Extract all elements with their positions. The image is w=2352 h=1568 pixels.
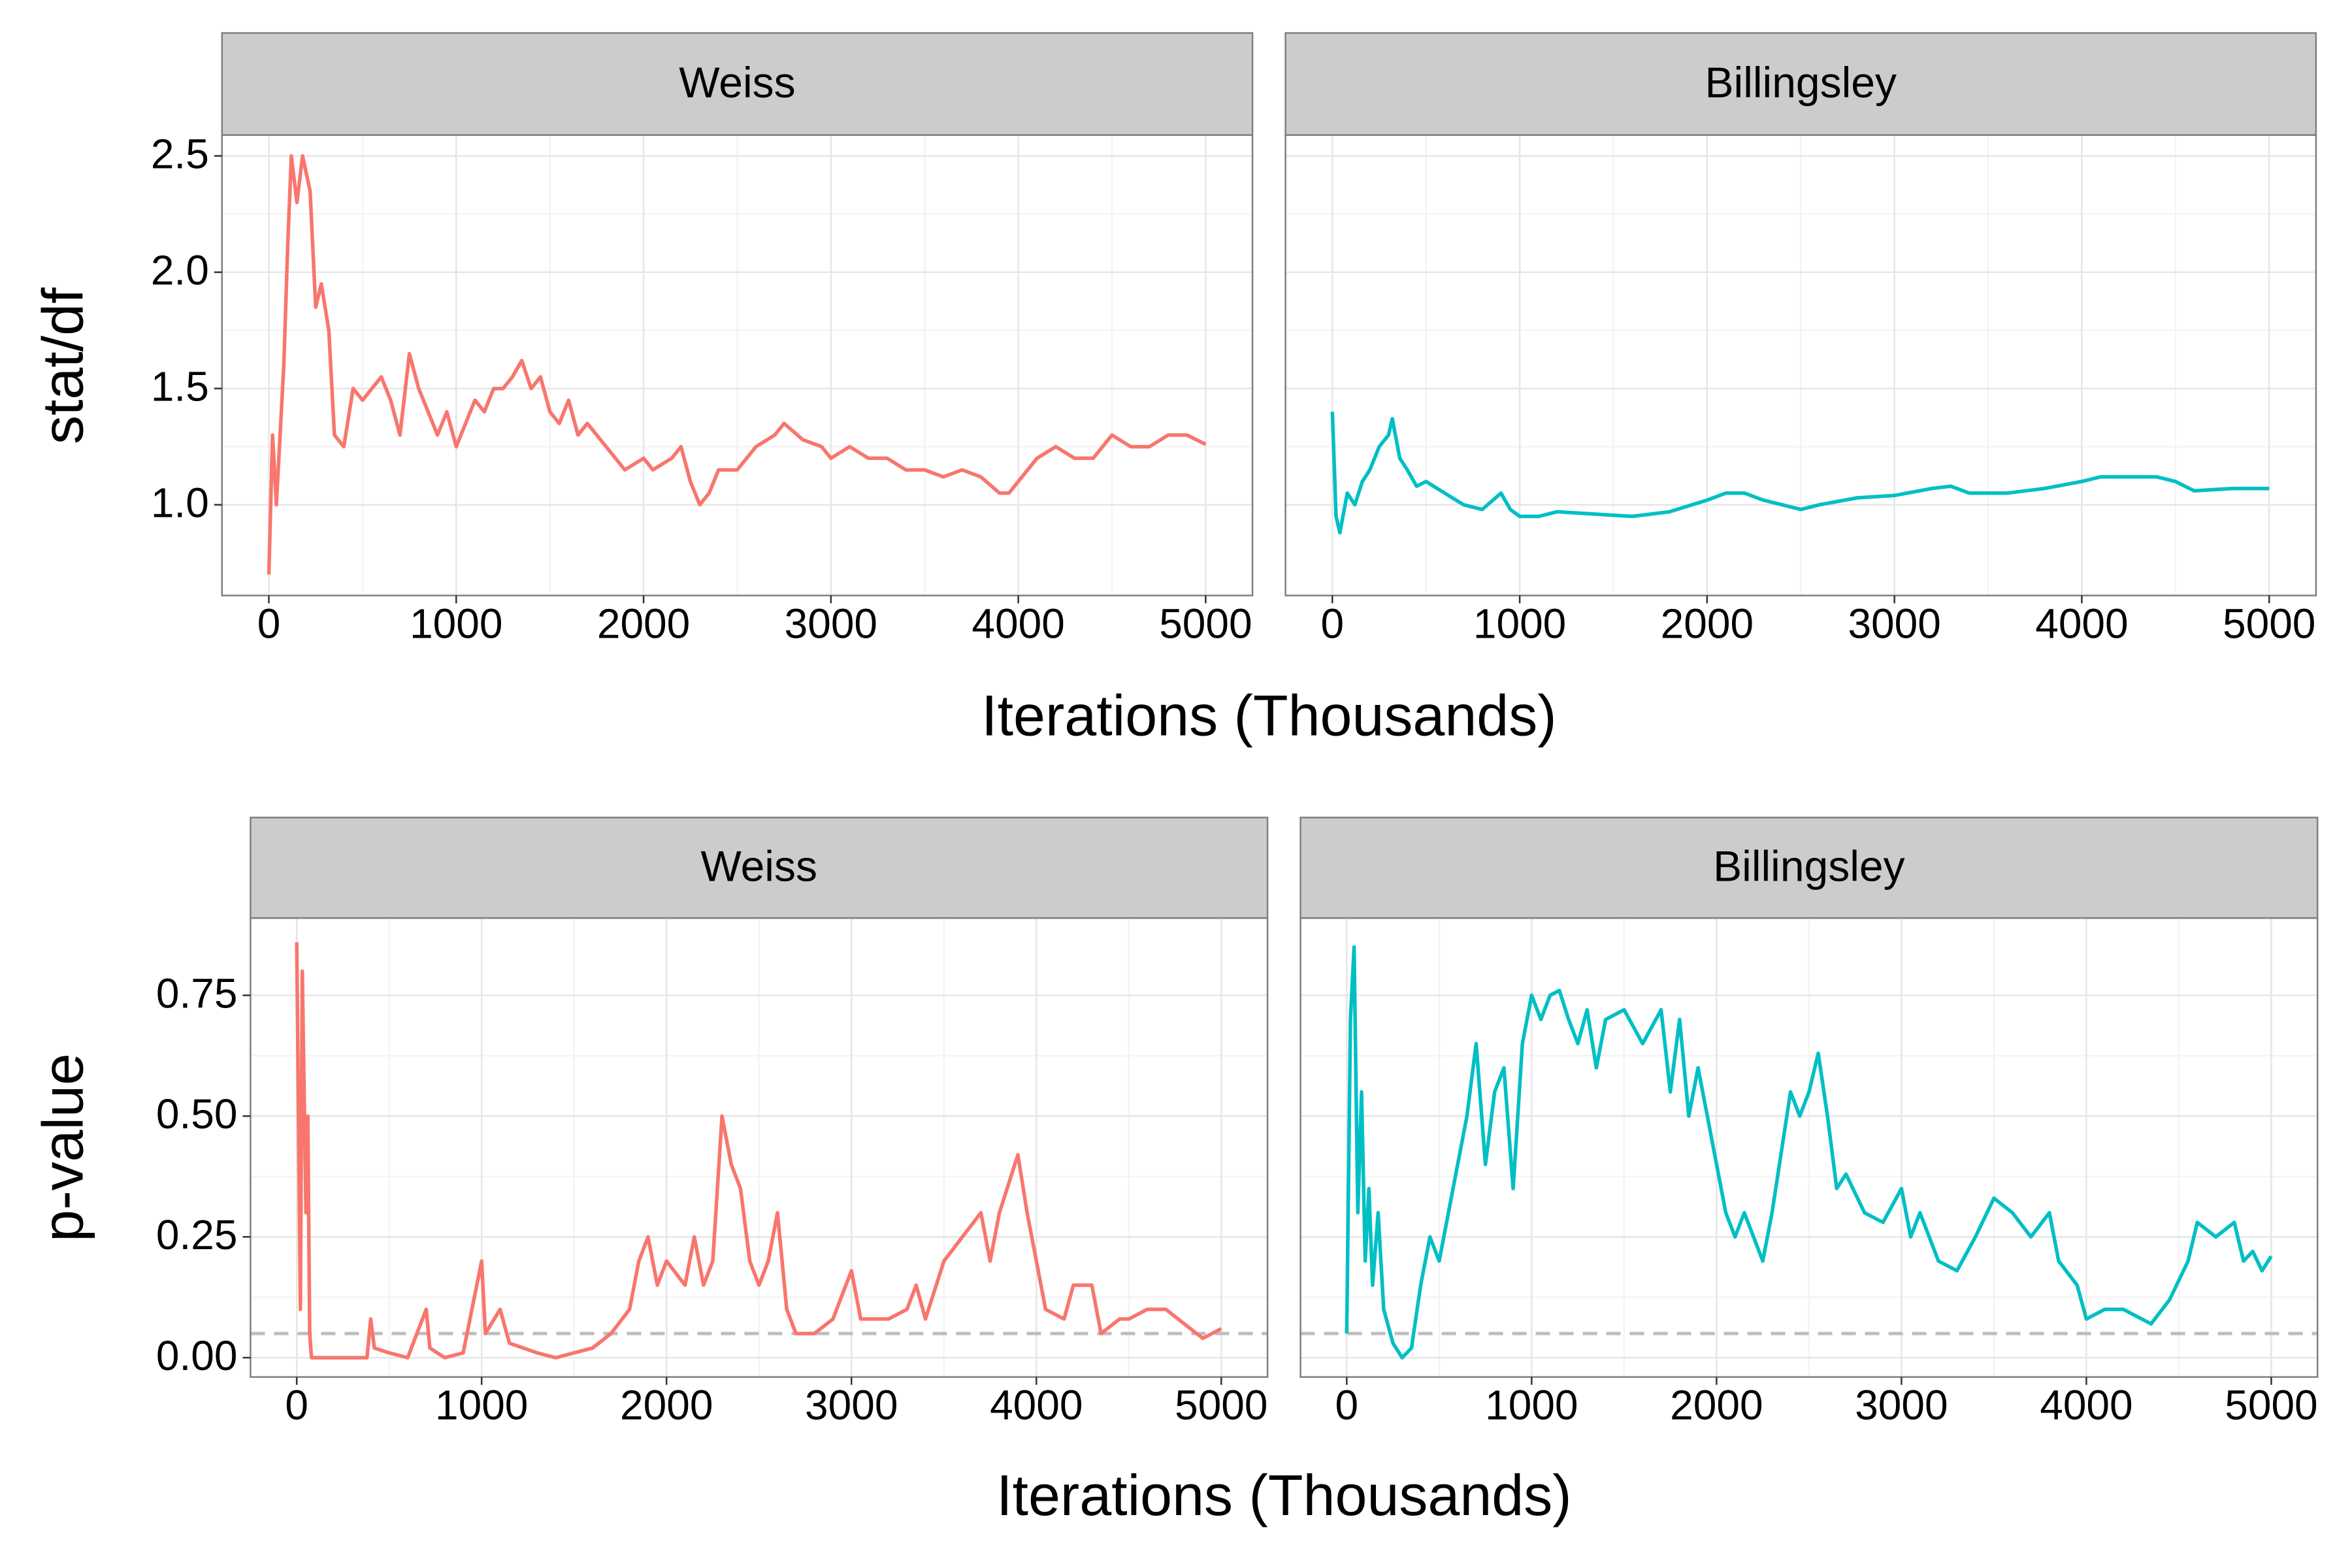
facet-strip bbox=[250, 817, 1269, 919]
x-axis-title: Iterations (Thousands) bbox=[996, 1463, 1571, 1527]
y-tick-label: 0.00 bbox=[156, 1332, 238, 1379]
x-tick-label: 5000 bbox=[2223, 600, 2315, 647]
x-tick-label: 0 bbox=[257, 600, 281, 647]
facet-label: Billingsley bbox=[1713, 842, 1904, 890]
y-tick-label: 1.0 bbox=[151, 480, 209, 527]
y-tick-label: 2.0 bbox=[151, 247, 209, 294]
x-tick-label: 1000 bbox=[435, 1382, 528, 1429]
facet-label: Weiss bbox=[700, 842, 817, 890]
x-tick-label: 3000 bbox=[1855, 1382, 1948, 1429]
x-tick-label: 2000 bbox=[597, 600, 690, 647]
y-axis-title: p-value bbox=[31, 1053, 95, 1242]
x-tick-label: 2000 bbox=[1661, 600, 1754, 647]
x-tick-label: 3000 bbox=[1848, 600, 1940, 647]
data-line bbox=[295, 942, 1222, 1360]
x-axis-title: Iterations (Thousands) bbox=[981, 683, 1556, 747]
x-tick-label: 4000 bbox=[990, 1382, 1083, 1429]
x-tick-label: 1000 bbox=[410, 600, 502, 647]
y-tick-label: 2.5 bbox=[151, 131, 209, 178]
x-tick-label: 4000 bbox=[972, 600, 1064, 647]
x-tick-label: 5000 bbox=[2225, 1382, 2317, 1429]
data-line bbox=[1330, 412, 2270, 535]
facet-strip bbox=[1299, 817, 2319, 919]
data-line bbox=[267, 154, 1207, 575]
facet-strip bbox=[221, 32, 1254, 136]
facet-strip bbox=[1284, 32, 2317, 136]
x-tick-label: 5000 bbox=[1175, 1382, 1267, 1429]
x-tick-label: 0 bbox=[285, 1382, 308, 1429]
x-tick-label: 1000 bbox=[1485, 1382, 1578, 1429]
x-tick-label: 1000 bbox=[1473, 600, 1566, 647]
data-line bbox=[1345, 945, 2273, 1360]
y-axis-title: stat/df bbox=[31, 287, 95, 444]
y-tick-label: 0.50 bbox=[156, 1090, 238, 1137]
x-tick-label: 0 bbox=[1335, 1382, 1359, 1429]
x-tick-label: 3000 bbox=[785, 600, 877, 647]
facet-label: Billingsley bbox=[1705, 58, 1897, 106]
x-tick-label: 4000 bbox=[2035, 600, 2128, 647]
x-tick-label: 5000 bbox=[1159, 600, 1252, 647]
y-tick-label: 0.75 bbox=[156, 970, 238, 1017]
x-tick-label: 3000 bbox=[805, 1382, 898, 1429]
x-tick-label: 4000 bbox=[2040, 1382, 2132, 1429]
x-tick-label: 2000 bbox=[620, 1382, 713, 1429]
x-tick-label: 0 bbox=[1321, 600, 1345, 647]
y-tick-label: 1.5 bbox=[151, 363, 209, 410]
x-tick-label: 2000 bbox=[1670, 1382, 1763, 1429]
y-tick-label: 0.25 bbox=[156, 1211, 238, 1258]
facet-label: Weiss bbox=[679, 58, 795, 106]
